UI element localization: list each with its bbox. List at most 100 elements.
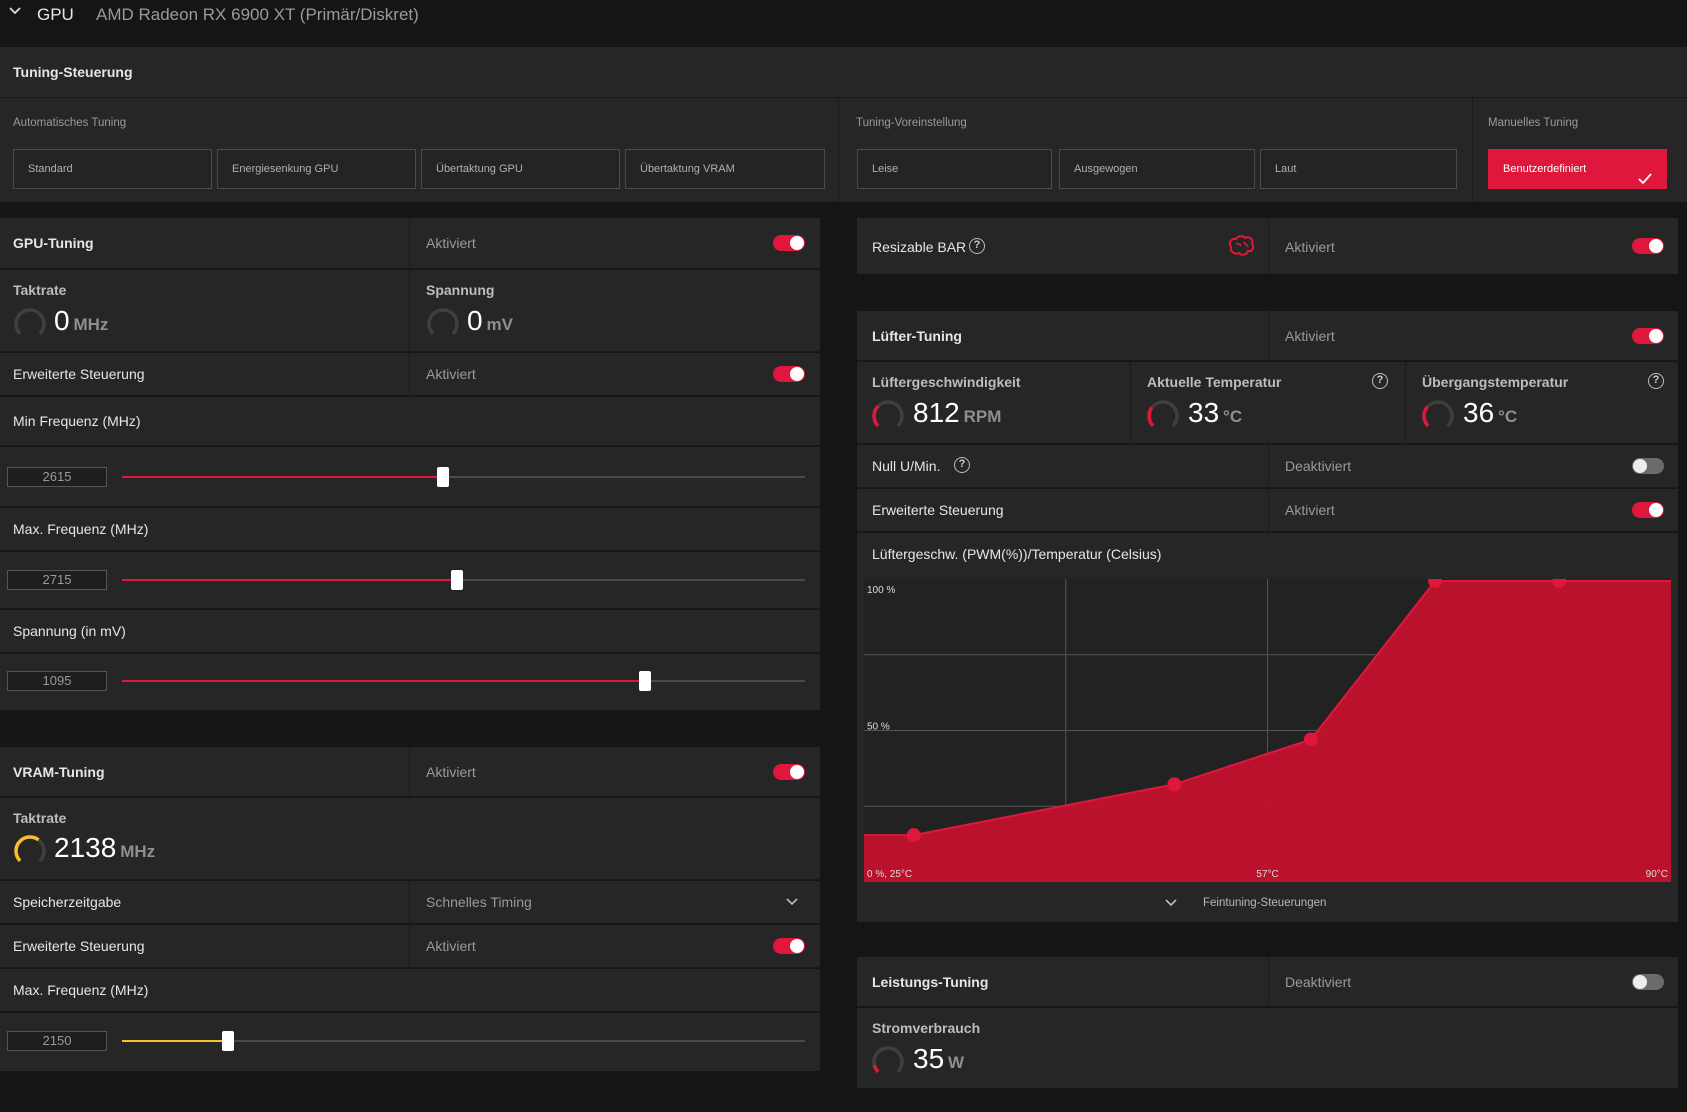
fan-curve-point[interactable] <box>1167 777 1182 792</box>
help-icon[interactable]: ? <box>1648 373 1664 389</box>
fan-curve-area <box>864 581 1671 882</box>
power-value: 35 <box>913 1043 945 1074</box>
fan-tuning-panel: Lüfter-Tuning Aktiviert Lüftergeschwindi… <box>857 311 1678 922</box>
resizable-bar-panel: Resizable BAR ? Aktiviert <box>857 218 1678 274</box>
vram-tuning-status: Aktiviert <box>426 764 476 780</box>
vram-tuning-toggle[interactable] <box>773 764 805 780</box>
brain-icon <box>1227 235 1255 260</box>
vram-clock-value: 2138 <box>54 832 117 863</box>
min-freq-slider[interactable] <box>122 467 805 487</box>
vram-tuning-panel: VRAM-Tuning Aktiviert Taktrate 2138 MHz … <box>0 747 820 1071</box>
min-freq-label: Min Frequenz (MHz) <box>13 413 141 429</box>
fan-curve-point[interactable] <box>1552 579 1567 588</box>
help-icon[interactable]: ? <box>969 238 985 254</box>
chevron-down-icon[interactable] <box>785 895 799 912</box>
gpu-advanced-label: Erweiterte Steuerung <box>13 366 145 382</box>
power-tuning-toggle[interactable] <box>1632 974 1664 990</box>
voltage-slider-fill <box>122 680 646 682</box>
vram-advanced-label: Erweiterte Steuerung <box>13 938 145 954</box>
voltage-input[interactable]: 1095 <box>7 671 107 691</box>
check-icon <box>1638 163 1652 201</box>
gpu-clock-label: Taktrate <box>13 282 67 298</box>
fan-curve-chart[interactable]: 100 % 50 % 0 %, 25°C 57°C 90°C <box>864 579 1671 882</box>
fan-advanced-status: Aktiviert <box>1285 502 1335 518</box>
fine-tuning-link[interactable]: Feintuning-Steuerungen <box>1203 897 1327 909</box>
vram-max-freq-slider[interactable] <box>122 1031 805 1051</box>
memory-timing-select[interactable]: Schnelles Timing <box>426 894 532 910</box>
memory-timing-label: Speicherzeitgabe <box>13 894 122 910</box>
vram-advanced-status: Aktiviert <box>426 938 476 954</box>
resizable-bar-label: Resizable BAR <box>872 239 967 255</box>
fan-tuning-toggle[interactable] <box>1632 328 1664 344</box>
fan-curve-point[interactable] <box>906 828 921 843</box>
gpu-advanced-toggle[interactable] <box>773 366 805 382</box>
power-tuning-panel: Leistungs-Tuning Deaktiviert Stromverbra… <box>857 957 1678 1090</box>
max-freq-slider-fill <box>122 579 457 581</box>
min-freq-input[interactable]: 2615 <box>7 467 107 487</box>
fan-speed-value: 812 <box>913 397 960 428</box>
resizable-bar-toggle[interactable] <box>1632 238 1664 254</box>
vram-max-freq-label: Max. Frequenz (MHz) <box>13 982 149 998</box>
fan-curve-point[interactable] <box>1303 732 1318 747</box>
voltage-slider[interactable] <box>122 671 805 691</box>
current-temp-gauge-icon <box>1147 400 1179 432</box>
fan-speed-label: Lüftergeschwindigkeit <box>872 374 1021 390</box>
header-bar: GPU AMD Radeon RX 6900 XT (Primär/Diskre… <box>0 0 1687 30</box>
x-tick-label: 90°C <box>1646 869 1668 880</box>
x-tick-label: 57°C <box>1256 869 1278 880</box>
max-freq-slider-thumb[interactable] <box>450 570 463 590</box>
loud-button[interactable]: Laut <box>1260 149 1457 189</box>
vram-max-freq-input[interactable]: 2150 <box>7 1031 107 1051</box>
fan-advanced-label: Erweiterte Steuerung <box>872 502 1004 518</box>
max-freq-label: Max. Frequenz (MHz) <box>13 521 149 537</box>
power-consumption-label: Stromverbrauch <box>872 1020 981 1036</box>
fan-curve-title: Lüftergeschw. (PWM(%))/Temperatur (Celsi… <box>872 546 1162 562</box>
gpu-tuning-toggle[interactable] <box>773 235 805 251</box>
help-icon[interactable]: ? <box>1372 373 1388 389</box>
current-temp-unit: °C <box>1223 407 1243 426</box>
gpu-tuning-panel: GPU-Tuning Aktiviert Taktrate 0 MHz Span… <box>0 218 820 710</box>
standard-button[interactable]: Standard <box>13 149 212 189</box>
fan-tuning-title: Lüfter-Tuning <box>872 328 962 344</box>
overclock-gpu-button[interactable]: Übertaktung GPU <box>421 149 620 189</box>
voltage-slider-label: Spannung (in mV) <box>13 623 126 639</box>
junction-temp-value: 36 <box>1463 397 1495 428</box>
y-tick-label: 50 % <box>867 722 890 733</box>
custom-button[interactable]: Benutzerdefiniert <box>1488 149 1667 189</box>
gpu-voltage-gauge-icon <box>427 308 459 340</box>
tuning-control-panel: Tuning-Steuerung Automatisches Tuning St… <box>0 47 1687 202</box>
min-freq-slider-fill <box>122 476 443 478</box>
overclock-vram-button[interactable]: Übertaktung VRAM <box>625 149 825 189</box>
gpu-clock-value: 0 <box>54 305 70 336</box>
y-tick-label: 100 % <box>867 585 895 596</box>
power-tuning-title: Leistungs-Tuning <box>872 974 989 990</box>
gpu-clock-unit: MHz <box>73 315 109 334</box>
balanced-button[interactable]: Ausgewogen <box>1059 149 1255 189</box>
fan-speed-gauge-icon <box>872 400 904 432</box>
voltage-slider-thumb[interactable] <box>639 671 652 691</box>
resizable-bar-status: Aktiviert <box>1285 239 1335 255</box>
junction-temp-label: Übergangstemperatur <box>1422 374 1569 390</box>
vram-advanced-toggle[interactable] <box>773 938 805 954</box>
fan-tuning-status: Aktiviert <box>1285 328 1335 344</box>
min-freq-slider-thumb[interactable] <box>437 467 449 487</box>
power-tuning-status: Deaktiviert <box>1285 974 1352 990</box>
fan-speed-unit: RPM <box>963 407 1002 426</box>
help-icon[interactable]: ? <box>954 457 970 473</box>
fan-curve-point[interactable] <box>1428 579 1443 588</box>
current-temp-value: 33 <box>1188 397 1220 428</box>
power-saving-gpu-button[interactable]: Energiesenkung GPU <box>217 149 416 189</box>
max-freq-input[interactable]: 2715 <box>7 570 107 590</box>
vram-max-freq-slider-thumb[interactable] <box>221 1031 234 1051</box>
gpu-voltage-value: 0 <box>467 305 483 336</box>
chevron-down-icon[interactable] <box>8 4 22 21</box>
device-name: AMD Radeon RX 6900 XT (Primär/Diskret) <box>96 5 419 24</box>
chevron-down-icon[interactable] <box>1164 896 1178 913</box>
max-freq-slider[interactable] <box>122 570 805 590</box>
preset-label: Tuning-Voreinstellung <box>856 117 967 129</box>
vram-clock-gauge-icon <box>14 835 46 867</box>
fan-advanced-toggle[interactable] <box>1632 502 1664 518</box>
zero-rpm-toggle[interactable] <box>1632 458 1664 474</box>
gpu-tuning-status: Aktiviert <box>426 235 476 251</box>
quiet-button[interactable]: Leise <box>857 149 1052 189</box>
